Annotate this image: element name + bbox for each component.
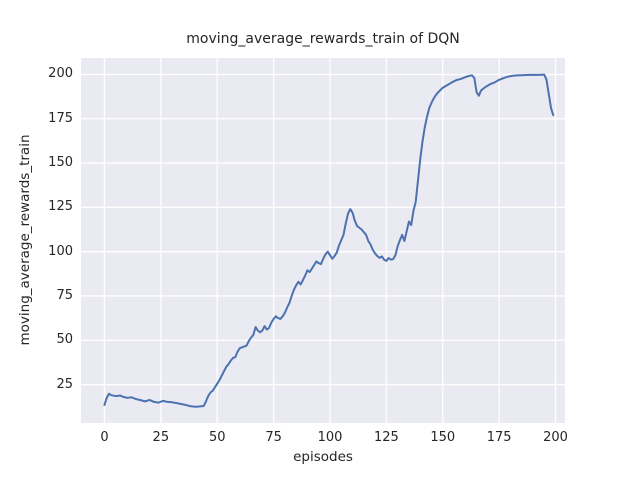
y-tick-label: 175 (48, 110, 73, 126)
x-tick-label: 75 (265, 430, 282, 445)
y-axis-label: moving_average_rewards_train (17, 134, 33, 346)
x-tick-label: 0 (100, 430, 109, 445)
plot-area (81, 58, 565, 423)
x-tick-label: 50 (208, 430, 226, 445)
x-tick-label: 25 (152, 430, 170, 445)
y-tick-label: 50 (56, 332, 73, 348)
x-tick-label: 150 (430, 430, 456, 445)
x-tick-label: 125 (373, 430, 399, 445)
x-tick-label: 175 (486, 430, 512, 445)
dqn-series-line (103, 73, 555, 408)
y-tick-label: 100 (48, 243, 73, 259)
y-tick-label: 125 (48, 199, 73, 215)
plot-canvas (81, 58, 565, 423)
y-tick-label: 25 (56, 376, 73, 392)
plot-background (81, 58, 565, 423)
x-tick-label: 100 (317, 430, 343, 445)
x-tick-label: 200 (543, 430, 568, 445)
y-tick-label: 150 (48, 155, 73, 171)
chart-title: moving_average_rewards_train of DQN (186, 31, 460, 47)
x-axis-label: episodes (293, 449, 353, 465)
y-tick-label: 75 (56, 287, 73, 303)
y-tick-label: 200 (48, 66, 73, 82)
